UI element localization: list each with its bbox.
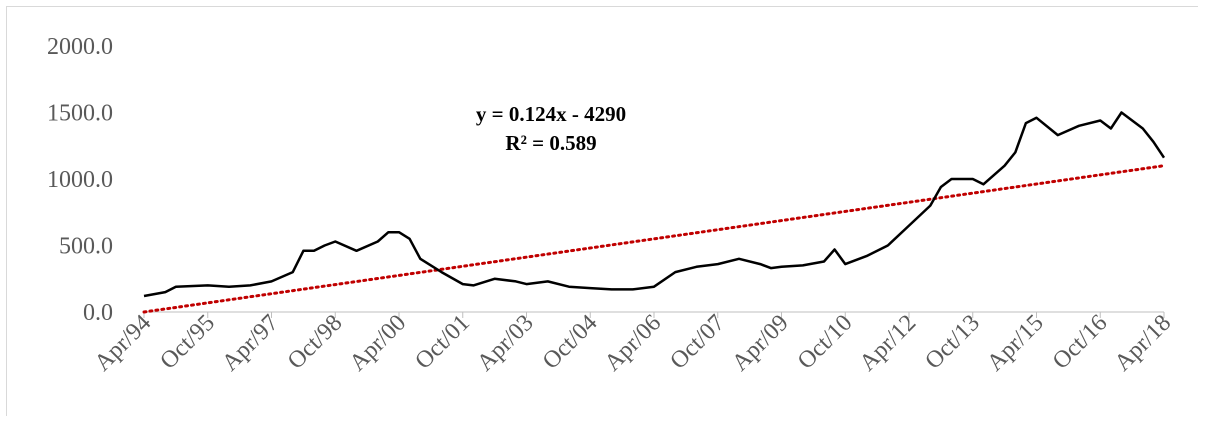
- chart-frame: [6, 6, 1198, 416]
- series-layer: [143, 111, 1166, 298]
- y-axis-ticks: 0.0 500.0 1000.0 1500.0 2000.0: [47, 34, 113, 326]
- trendline-layer: [142, 164, 1166, 314]
- x-tick-label: Oct/10: [793, 310, 858, 375]
- x-tick-label: Oct/01: [410, 310, 475, 375]
- x-tick-label: Oct/07: [665, 310, 730, 375]
- x-tick-label: Oct/98: [283, 310, 348, 375]
- x-tick-label: Apr/00: [345, 310, 411, 376]
- y-tick-label: 500.0: [59, 234, 113, 260]
- x-tick-label: Oct/13: [920, 310, 985, 375]
- y-tick-label: 1000.0: [47, 167, 113, 193]
- trendline-equation: y = 0.124x - 4290: [476, 102, 626, 126]
- y-tick-label: 1500.0: [47, 101, 113, 127]
- series-line: [143, 111, 1166, 298]
- x-tick-label: Apr/06: [600, 310, 666, 376]
- trendline-r-squared: R² = 0.589: [505, 131, 596, 155]
- x-tick-label: Oct/95: [155, 310, 220, 375]
- x-tick-label: Apr/15: [982, 310, 1048, 376]
- x-tick-label: Oct/04: [538, 310, 603, 375]
- y-tick-label: 2000.0: [47, 34, 113, 60]
- x-tick-label: Oct/16: [1048, 310, 1113, 375]
- x-tick-label: Apr/03: [472, 310, 538, 376]
- x-tick-label: Apr/12: [855, 310, 921, 376]
- x-tick-label: Apr/18: [1110, 310, 1176, 376]
- x-tick-label: Apr/97: [217, 310, 283, 376]
- y-tick-label: 0.0: [83, 300, 113, 326]
- trendline: [142, 164, 1166, 314]
- x-tick-label: Apr/09: [727, 310, 793, 376]
